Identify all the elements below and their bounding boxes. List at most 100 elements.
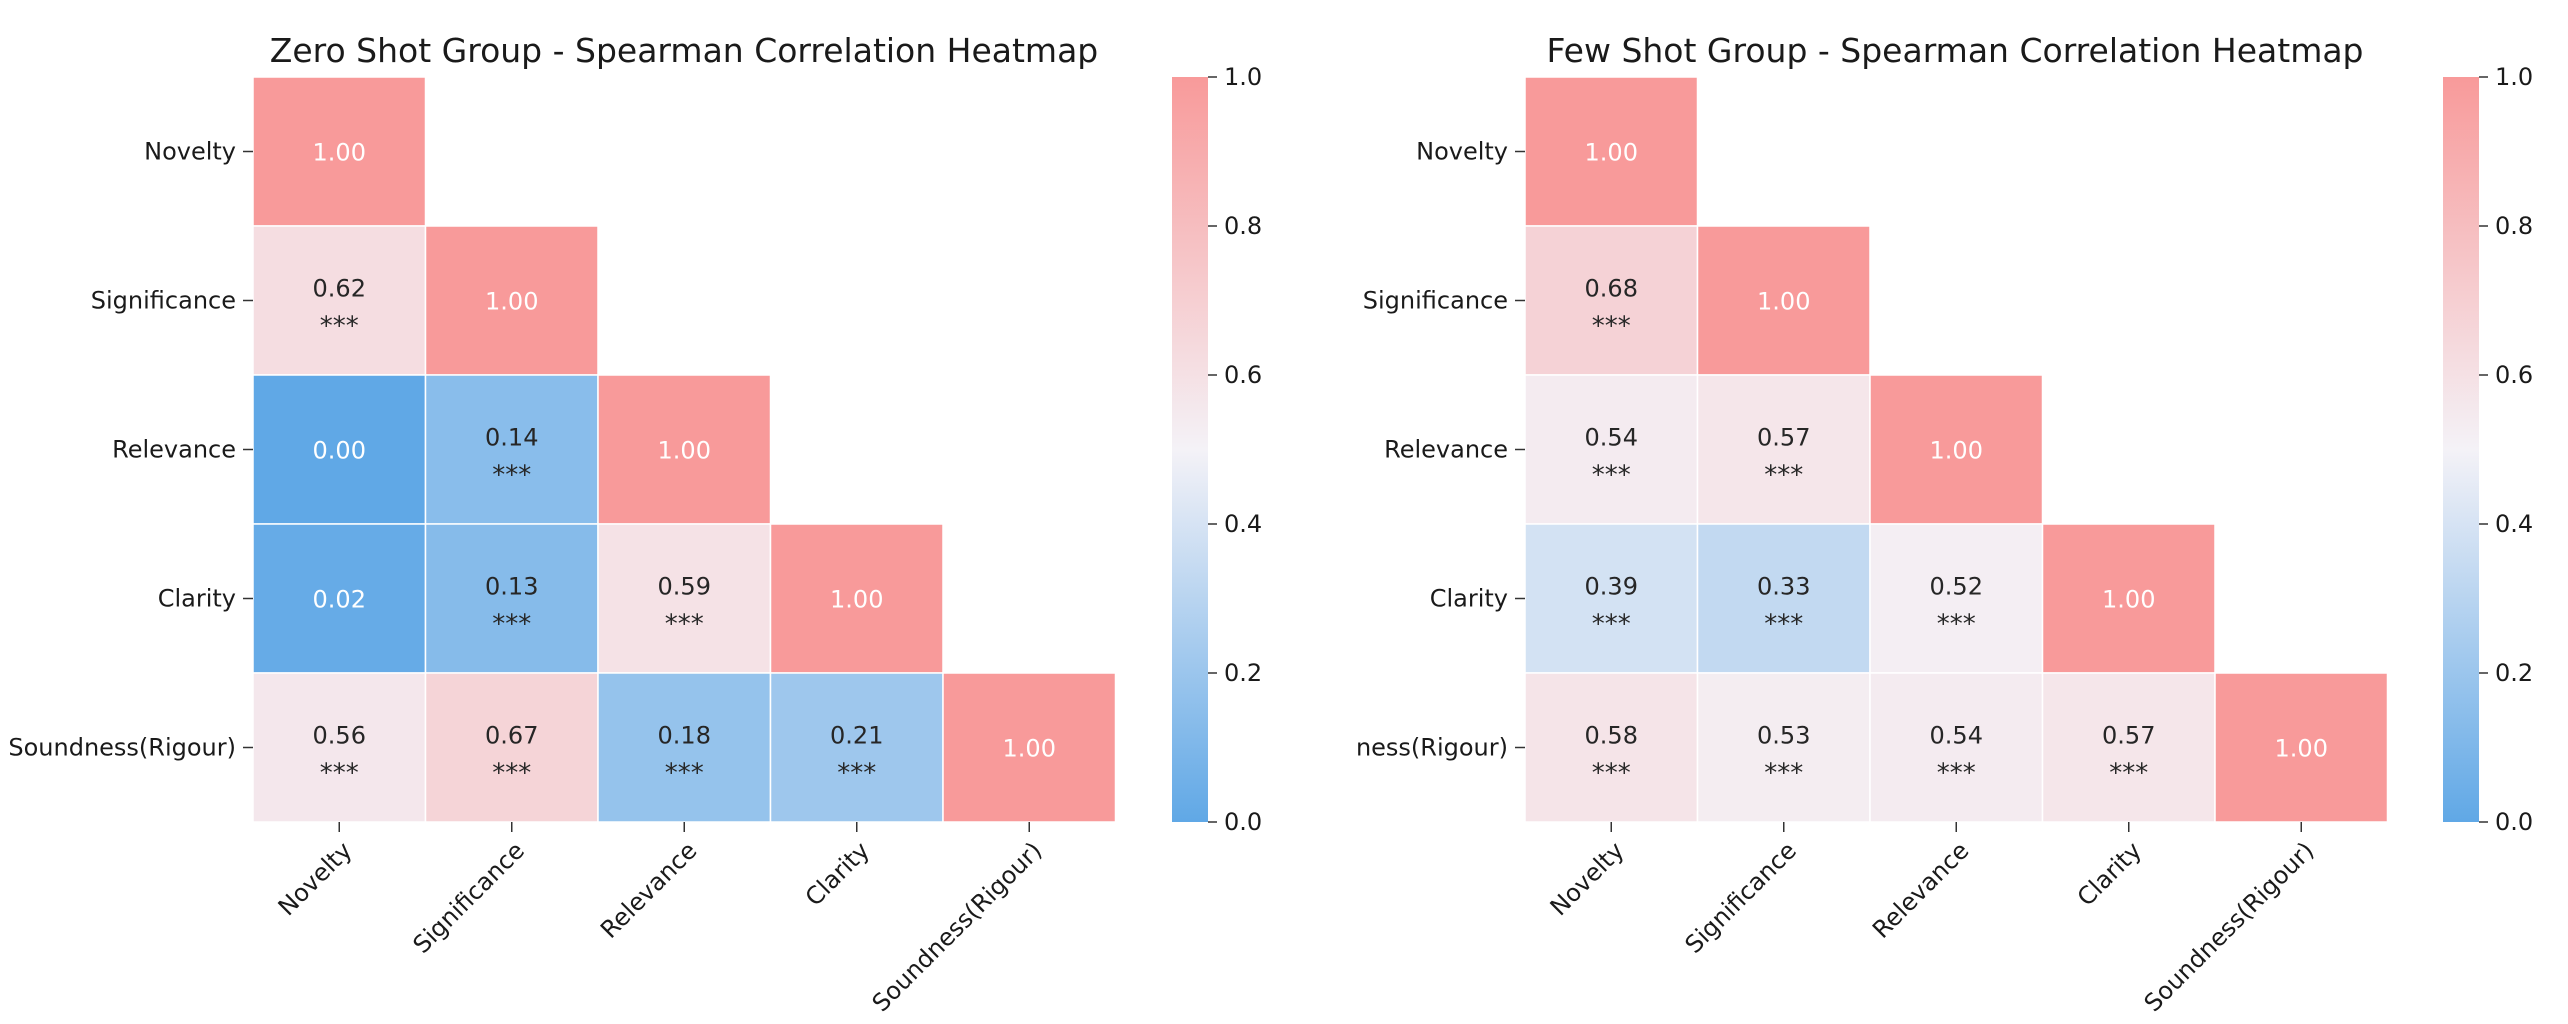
- chart-title: Zero Shot Group - Spearman Correlation H…: [270, 31, 1099, 70]
- y-tick-label: Soundness(Rigour): [8, 734, 236, 762]
- heatmap-cell: [424, 225, 599, 376]
- heatmap-cell: [424, 672, 599, 823]
- cell-significance-label: ***: [492, 610, 531, 640]
- cell-value-label: 0.68: [1585, 275, 1638, 303]
- cell-value-label: 0.54: [1930, 722, 1983, 750]
- cell-value-label: 0.57: [1757, 424, 1810, 452]
- cell-value-label: 0.02: [313, 586, 366, 614]
- heatmap-cell: [1696, 523, 1871, 674]
- heatmap-cell: [424, 523, 599, 674]
- heatmap-panel-2: Few Shot Group - Spearman Correlation He…: [1356, 31, 2533, 1017]
- heatmap-cell: [424, 374, 599, 525]
- colorbar-tick-label: 1.0: [2495, 63, 2533, 91]
- heatmap-cell: [252, 374, 427, 525]
- cell-value-label: 0.33: [1757, 573, 1810, 601]
- y-tick-label: Clarity: [1430, 585, 1508, 613]
- heatmap-cell: [1696, 672, 1871, 823]
- heatmap-cell: [1524, 672, 1699, 823]
- cell-value-label: 0.21: [830, 722, 883, 750]
- x-tick-label: Relevance: [595, 836, 702, 943]
- heatmap-cell: [2041, 523, 2216, 674]
- cell-value-label: 1.00: [658, 437, 711, 465]
- cell-value-label: 1.00: [830, 586, 883, 614]
- heatmap-cell: [597, 374, 772, 525]
- cell-significance-label: ***: [1937, 610, 1976, 640]
- colorbar-tick-label: 0.8: [1224, 212, 1262, 240]
- x-tick-label: Clarity: [2072, 836, 2147, 911]
- heatmap-cell: [1524, 225, 1699, 376]
- colorbar-tick-label: 0.0: [2495, 808, 2533, 836]
- colorbar-tick-label: 0.2: [2495, 659, 2533, 687]
- cell-value-label: 0.67: [485, 722, 538, 750]
- colorbar-tick-label: 1.0: [1224, 63, 1262, 91]
- cell-value-label: 0.57: [2102, 722, 2155, 750]
- cell-value-label: 0.56: [313, 722, 366, 750]
- cell-significance-label: ***: [320, 759, 359, 789]
- cell-value-label: 1.00: [485, 288, 538, 316]
- x-tick-label: Soundness(Rigour): [867, 836, 1048, 1017]
- cell-value-label: 1.00: [313, 139, 366, 167]
- cell-value-label: 0.62: [313, 275, 366, 303]
- heatmap-cell: [1524, 76, 1699, 227]
- heatmap-cell: [1869, 374, 2044, 525]
- chart-title: Few Shot Group - Spearman Correlation He…: [1546, 31, 2363, 70]
- heatmap-cell: [942, 672, 1117, 823]
- colorbar-tick-label: 0.4: [1224, 510, 1262, 538]
- colorbar-tick-label: 0.6: [2495, 361, 2533, 389]
- heatmap-cell: [769, 672, 944, 823]
- heatmap-cell: [252, 76, 427, 227]
- cell-significance-label: ***: [1937, 759, 1976, 789]
- cell-value-label: 0.58: [1585, 722, 1638, 750]
- y-tick-label: Significance: [91, 287, 236, 315]
- colorbar-tick-label: 0.8: [2495, 212, 2533, 240]
- cell-value-label: 0.54: [1585, 424, 1638, 452]
- cell-value-label: 1.00: [1003, 735, 1056, 763]
- x-tick-label: Novelty: [273, 836, 358, 921]
- cell-significance-label: ***: [1592, 312, 1631, 342]
- cell-significance-label: ***: [1592, 610, 1631, 640]
- x-tick-label: Novelty: [1545, 836, 1630, 921]
- y-tick-label: Relevance: [1384, 436, 1508, 464]
- x-tick-label: Significance: [1680, 836, 1802, 958]
- cell-value-label: 1.00: [1930, 437, 1983, 465]
- cell-value-label: 0.52: [1930, 573, 1983, 601]
- heatmap-cell: [1524, 374, 1699, 525]
- colorbar-tick-label: 0.2: [1224, 659, 1262, 687]
- cell-significance-label: ***: [320, 312, 359, 342]
- heatmap-panel-1: Zero Shot Group - Spearman Correlation H…: [8, 31, 1262, 1017]
- cell-significance-label: ***: [492, 461, 531, 491]
- cell-significance-label: ***: [1592, 759, 1631, 789]
- cell-value-label: 0.13: [485, 573, 538, 601]
- colorbar: [2443, 77, 2479, 822]
- cell-significance-label: ***: [837, 759, 876, 789]
- cell-significance-label: ***: [665, 610, 704, 640]
- x-tick-label: Clarity: [800, 836, 875, 911]
- cell-significance-label: ***: [1764, 759, 1803, 789]
- heatmap-cell: [1869, 672, 2044, 823]
- heatmap-cell: [252, 225, 427, 376]
- y-tick-label: Relevance: [112, 436, 236, 464]
- cell-value-label: 0.14: [485, 424, 538, 452]
- heatmap-cell: [1524, 523, 1699, 674]
- cell-significance-label: ***: [1764, 610, 1803, 640]
- x-tick-label: Soundness(Rigour): [2139, 836, 2320, 1017]
- cell-value-label: 1.00: [1585, 139, 1638, 167]
- cell-value-label: 0.00: [313, 437, 366, 465]
- cell-significance-label: ***: [1764, 461, 1803, 491]
- cell-significance-label: ***: [2109, 759, 2148, 789]
- heatmap-cell: [769, 523, 944, 674]
- cell-value-label: 1.00: [2102, 586, 2155, 614]
- colorbar-tick-label: 0.0: [1224, 808, 1262, 836]
- cell-value-label: 0.18: [658, 722, 711, 750]
- cell-value-label: 0.39: [1585, 573, 1638, 601]
- heatmap-cell: [1696, 225, 1871, 376]
- x-tick-label: Significance: [408, 836, 530, 958]
- y-tick-label: Novelty: [144, 138, 236, 166]
- heatmap-cell: [2214, 672, 2389, 823]
- colorbar-tick-label: 0.4: [2495, 510, 2533, 538]
- cell-significance-label: ***: [492, 759, 531, 789]
- cell-significance-label: ***: [1592, 461, 1631, 491]
- cell-value-label: 0.53: [1757, 722, 1810, 750]
- heatmap-cell: [597, 672, 772, 823]
